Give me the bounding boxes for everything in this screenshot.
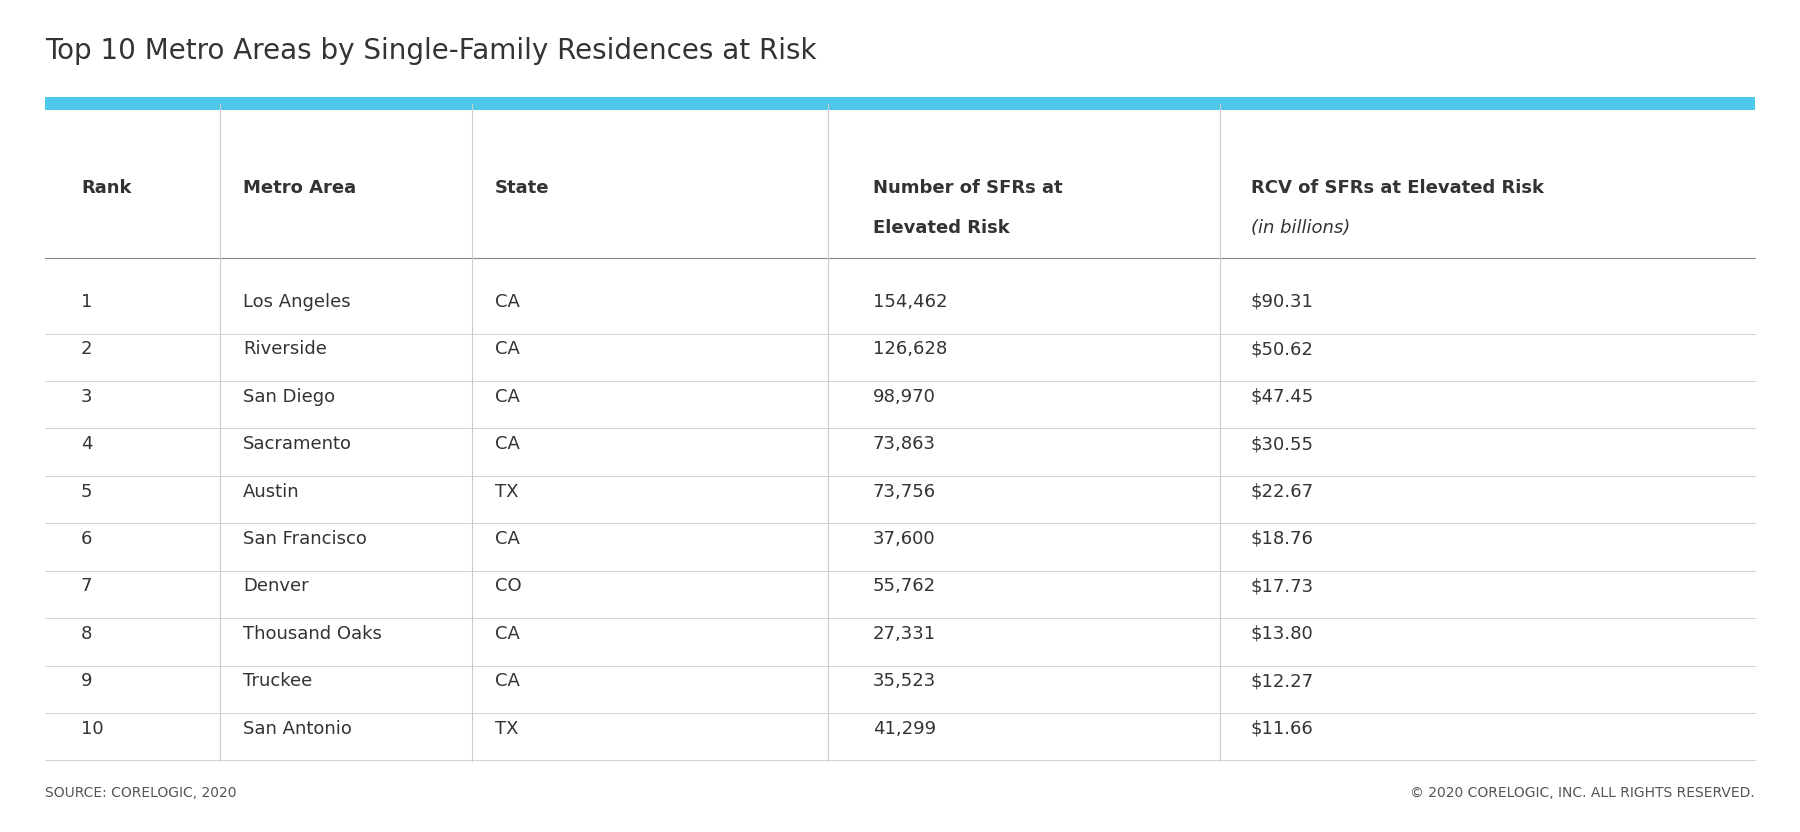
- Text: 10: 10: [81, 720, 104, 738]
- Text: $12.27: $12.27: [1251, 672, 1314, 691]
- Text: Sacramento: Sacramento: [243, 435, 353, 453]
- Text: CA: CA: [495, 672, 520, 691]
- Text: $90.31: $90.31: [1251, 293, 1314, 311]
- Text: Metro Area: Metro Area: [243, 179, 356, 197]
- Text: CA: CA: [495, 435, 520, 453]
- Text: 6: 6: [81, 530, 92, 548]
- Text: Thousand Oaks: Thousand Oaks: [243, 625, 382, 643]
- Text: 73,756: 73,756: [873, 483, 936, 501]
- Text: $17.73: $17.73: [1251, 577, 1314, 596]
- Text: TX: TX: [495, 720, 518, 738]
- Text: San Diego: San Diego: [243, 388, 335, 406]
- Text: 37,600: 37,600: [873, 530, 936, 548]
- Text: 7: 7: [81, 577, 92, 596]
- Text: 3: 3: [81, 388, 92, 406]
- Text: 55,762: 55,762: [873, 577, 936, 596]
- Text: RCV of SFRs at Elevated Risk: RCV of SFRs at Elevated Risk: [1251, 179, 1544, 197]
- Text: 27,331: 27,331: [873, 625, 936, 643]
- Text: Elevated Risk: Elevated Risk: [873, 219, 1010, 237]
- Text: Los Angeles: Los Angeles: [243, 293, 351, 311]
- Text: Riverside: Riverside: [243, 340, 328, 359]
- Text: Number of SFRs at: Number of SFRs at: [873, 179, 1062, 197]
- Text: San Francisco: San Francisco: [243, 530, 367, 548]
- Text: 98,970: 98,970: [873, 388, 936, 406]
- Text: CA: CA: [495, 625, 520, 643]
- Text: $11.66: $11.66: [1251, 720, 1314, 738]
- Text: Rank: Rank: [81, 179, 131, 197]
- Text: San Antonio: San Antonio: [243, 720, 351, 738]
- Text: CA: CA: [495, 340, 520, 359]
- Text: © 2020 CORELOGIC, INC. ALL RIGHTS RESERVED.: © 2020 CORELOGIC, INC. ALL RIGHTS RESERV…: [1409, 786, 1755, 800]
- Text: $18.76: $18.76: [1251, 530, 1314, 548]
- Text: State: State: [495, 179, 549, 197]
- Text: $30.55: $30.55: [1251, 435, 1314, 453]
- Text: TX: TX: [495, 483, 518, 501]
- Text: 1: 1: [81, 293, 92, 311]
- Text: Denver: Denver: [243, 577, 308, 596]
- Text: CA: CA: [495, 530, 520, 548]
- Text: 5: 5: [81, 483, 92, 501]
- FancyBboxPatch shape: [45, 97, 1755, 110]
- Text: 2: 2: [81, 340, 92, 359]
- Text: 4: 4: [81, 435, 92, 453]
- Text: 41,299: 41,299: [873, 720, 936, 738]
- Text: CO: CO: [495, 577, 522, 596]
- Text: 9: 9: [81, 672, 92, 691]
- Text: $47.45: $47.45: [1251, 388, 1314, 406]
- Text: $50.62: $50.62: [1251, 340, 1314, 359]
- Text: 35,523: 35,523: [873, 672, 936, 691]
- Text: $13.80: $13.80: [1251, 625, 1314, 643]
- Text: Truckee: Truckee: [243, 672, 311, 691]
- Text: Top 10 Metro Areas by Single-Family Residences at Risk: Top 10 Metro Areas by Single-Family Resi…: [45, 37, 817, 66]
- Text: $22.67: $22.67: [1251, 483, 1314, 501]
- Text: 73,863: 73,863: [873, 435, 936, 453]
- Text: 8: 8: [81, 625, 92, 643]
- Text: CA: CA: [495, 293, 520, 311]
- Text: CA: CA: [495, 388, 520, 406]
- Text: Austin: Austin: [243, 483, 299, 501]
- Text: SOURCE: CORELOGIC, 2020: SOURCE: CORELOGIC, 2020: [45, 786, 236, 800]
- Text: 154,462: 154,462: [873, 293, 947, 311]
- Text: (in billions): (in billions): [1251, 219, 1350, 237]
- Text: 126,628: 126,628: [873, 340, 947, 359]
